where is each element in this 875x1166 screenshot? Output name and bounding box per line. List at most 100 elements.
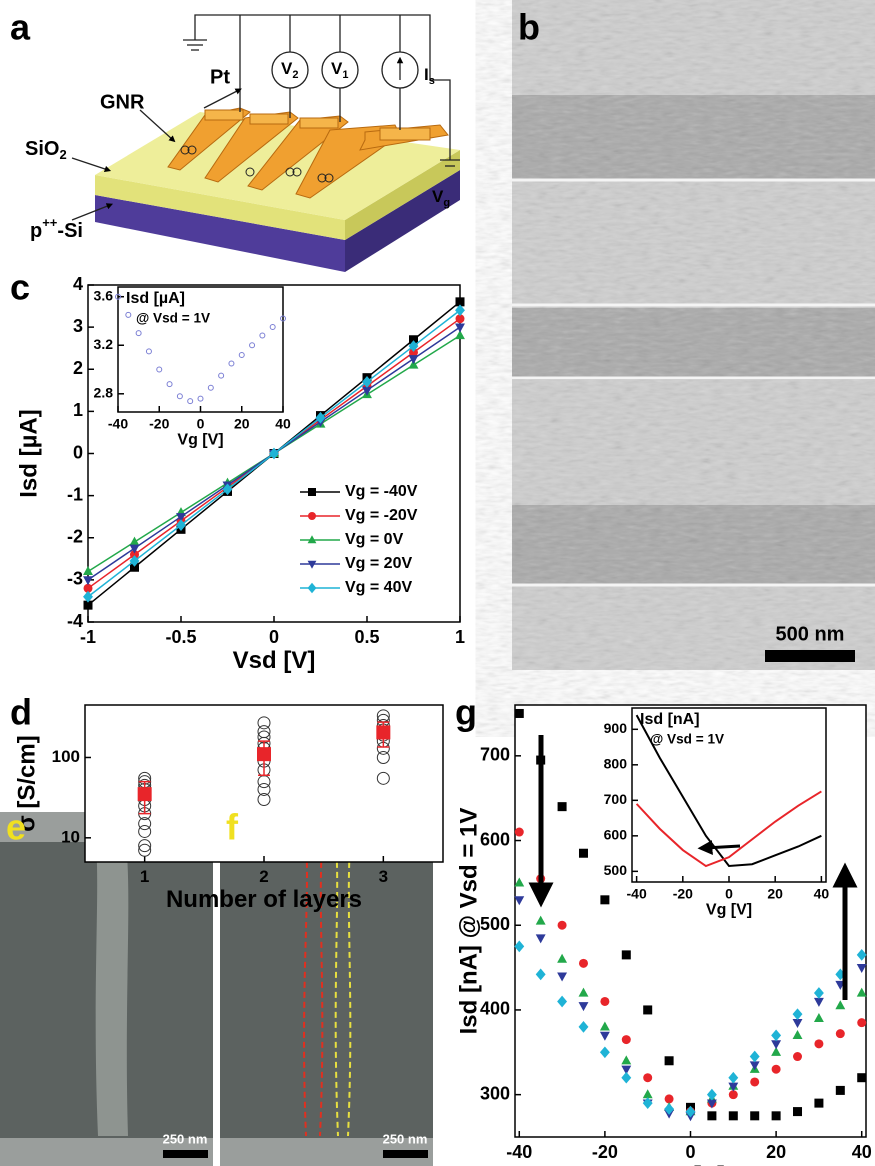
panel-label: d [10, 692, 32, 733]
y-tick-label: 3 [73, 316, 83, 336]
x-tick-label: 0 [197, 415, 205, 431]
marker [257, 725, 271, 739]
y-tick-label: 3.2 [94, 336, 114, 352]
y-axis-label: Isd [µA] [126, 290, 185, 307]
legend-marker [307, 560, 317, 569]
y-tick-label: 600 [604, 827, 628, 843]
legend-marker [308, 488, 316, 496]
marker [557, 972, 568, 982]
x-tick-label: -40 [627, 885, 647, 901]
marker [621, 1071, 632, 1084]
marker [557, 802, 567, 812]
marker [706, 1088, 717, 1101]
marker [535, 934, 546, 944]
marker [643, 1005, 653, 1015]
x-tick-label: 3 [379, 867, 388, 886]
label: Vg [432, 187, 450, 208]
y-tick-label: 700 [604, 791, 628, 807]
y-tick-label: 4 [73, 274, 83, 294]
marker [269, 447, 279, 460]
marker [856, 963, 867, 973]
marker [176, 519, 186, 531]
marker [376, 725, 391, 740]
x-tick-label: 0 [725, 885, 733, 901]
x-tick-label: 0 [269, 627, 279, 647]
marker [685, 1105, 696, 1118]
x-tick-label: 40 [852, 1142, 872, 1162]
marker [728, 1082, 739, 1092]
sem-image: 250 nm [220, 812, 433, 1166]
marker [376, 771, 390, 785]
marker [138, 824, 152, 838]
marker [600, 996, 610, 1006]
annotation: @ Vsd = 1V [136, 311, 210, 326]
marker [621, 1065, 632, 1075]
label: Is [424, 65, 435, 86]
marker [578, 987, 589, 997]
panel-label: e [6, 807, 26, 848]
marker [814, 1039, 824, 1049]
marker [280, 315, 286, 322]
marker [176, 513, 186, 523]
marker [664, 1103, 675, 1115]
marker [145, 348, 152, 355]
marker [129, 544, 140, 554]
marker [257, 792, 271, 806]
marker [706, 1099, 717, 1109]
marker [750, 1111, 760, 1121]
y-tick-label: 1 [73, 400, 83, 420]
x-tick-label: -40 [506, 1142, 532, 1162]
legend-label: Vg = -40V [345, 483, 418, 500]
marker [621, 1055, 632, 1065]
y-axis-label: σ [S/cm] [13, 735, 40, 831]
y-tick-label: 900 [604, 720, 628, 736]
marker [197, 395, 204, 402]
marker [771, 1111, 781, 1121]
marker [125, 311, 132, 318]
x-tick-label: -1 [80, 627, 96, 647]
marker [187, 398, 194, 405]
charts: -4 -3 -2 -1 0 1 2 3 4 -1 -0.5 0 0.5 1 Vsd [V] Isd [µA] V… [13, 274, 871, 1166]
x-tick-label: 40 [814, 885, 830, 901]
marker [728, 1111, 738, 1121]
marker [238, 351, 245, 358]
marker [792, 1008, 803, 1021]
marker [83, 600, 93, 610]
marker [813, 987, 824, 999]
marker [578, 848, 588, 858]
y-tick-label: 100 [52, 747, 80, 766]
y-axis-label: Isd [µA] [15, 409, 42, 498]
x-tick-label: 40 [275, 415, 291, 431]
marker [578, 1021, 589, 1033]
legend-marker [307, 582, 317, 594]
marker [83, 576, 93, 586]
marker [642, 1097, 653, 1109]
marker [771, 1029, 782, 1042]
y-tick-label: 300 [480, 1083, 510, 1103]
x-tick-label: 20 [234, 415, 250, 431]
x-tick-label: -20 [149, 415, 169, 431]
legend-label: Vg = 40V [345, 579, 412, 596]
y-tick-label: 400 [480, 999, 510, 1019]
marker [792, 1019, 803, 1029]
x-tick-label: 0.5 [354, 627, 379, 647]
marker [207, 384, 214, 391]
marker [599, 1021, 610, 1031]
marker [137, 787, 152, 802]
y-tick-label: -2 [67, 527, 83, 547]
data-line [635, 714, 822, 868]
marker [257, 747, 271, 762]
marker [578, 1002, 589, 1012]
panel-label: f [226, 807, 239, 848]
marker [83, 583, 93, 593]
marker [857, 1018, 867, 1028]
marker [455, 297, 465, 307]
y-tick-label: -3 [67, 569, 83, 589]
marker [707, 1111, 717, 1121]
label: V2 [281, 59, 298, 80]
marker [514, 940, 525, 953]
marker [621, 1035, 631, 1045]
x-axis-label: Vg [V] [706, 902, 752, 919]
marker [138, 843, 152, 857]
